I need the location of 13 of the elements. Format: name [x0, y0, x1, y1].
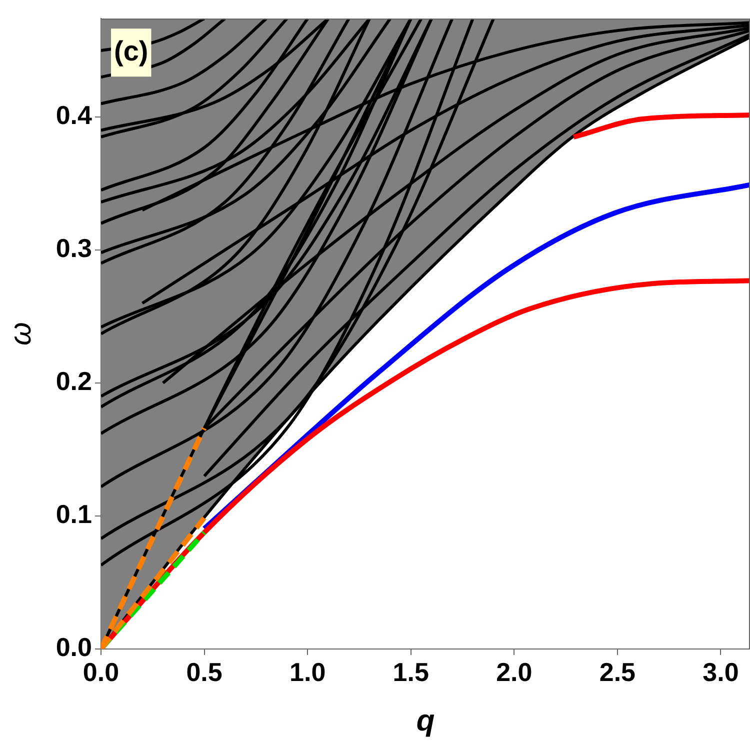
- x-tick-label: 1.5: [392, 656, 429, 687]
- x-tick-label: 1.0: [290, 656, 326, 687]
- y-tick-label: 0.3: [56, 233, 92, 264]
- x-tick-label: 2.0: [496, 656, 532, 687]
- y-tick-label: 0.4: [56, 100, 93, 130]
- y-tick-label: 0.2: [56, 366, 92, 396]
- x-axis-title: q: [416, 704, 435, 738]
- y-tick-label: 0.1: [56, 499, 92, 530]
- x-tick-label: 0.5: [186, 656, 222, 687]
- x-tick-label: 3.0: [702, 656, 739, 687]
- x-tick-label: 2.5: [599, 656, 636, 687]
- annotation: (c): [114, 35, 148, 66]
- y-axis-title: ω: [4, 322, 38, 346]
